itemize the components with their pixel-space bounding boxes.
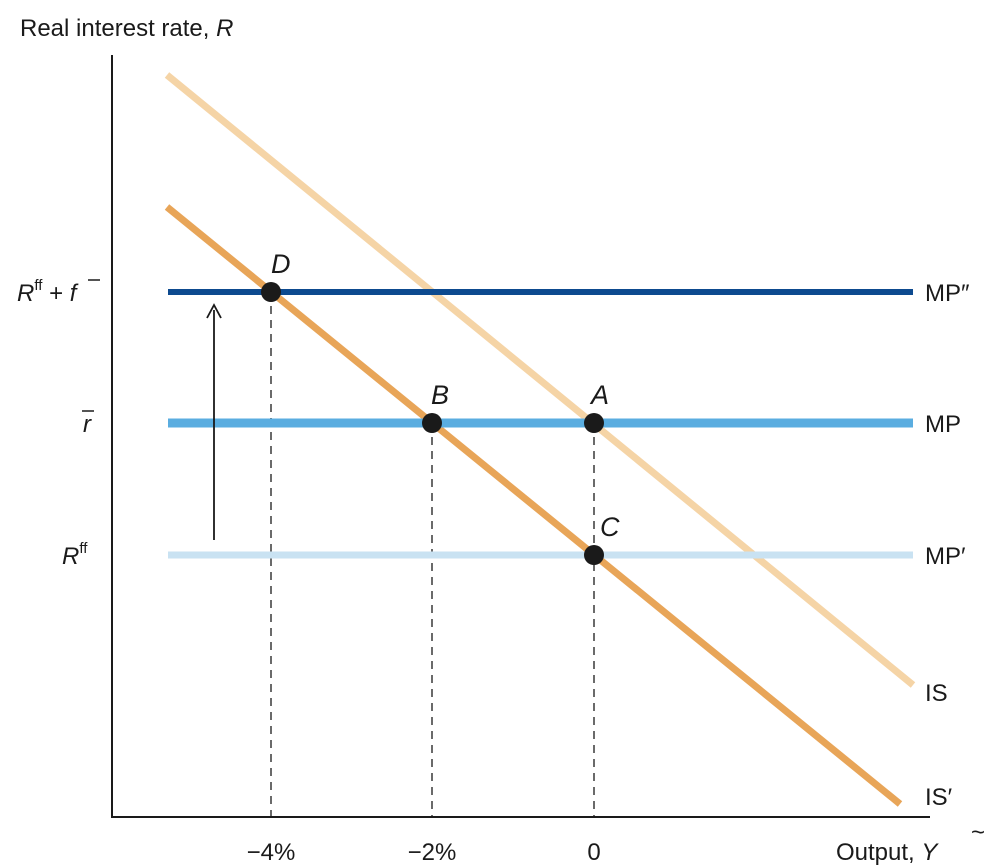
y-tick-lower: Rff (62, 540, 88, 570)
point-b (422, 413, 442, 433)
mp-low-label: MP′ (925, 543, 966, 570)
point-d-label: D (271, 249, 291, 279)
point-b-label: B (431, 380, 449, 410)
y-tick-upper: Rff + f (17, 277, 79, 307)
point-c-label: C (600, 512, 620, 542)
shift-arrow-head (206, 303, 222, 319)
x-tick-zero: 0 (587, 839, 600, 866)
x-tick-neg2: −2% (408, 839, 457, 866)
mp-label: MP (925, 411, 961, 438)
is-prime-label: IS′ (925, 784, 953, 811)
x-axis-title: Output, Y (836, 839, 939, 866)
is-curve (164, 72, 916, 688)
point-a-label: A (589, 380, 609, 410)
is-prime-curve (164, 204, 903, 807)
x-tick-neg4: −4% (247, 839, 296, 866)
x-axis-title-tilde: ~ (971, 819, 985, 846)
mp-high-label: MP″ (925, 280, 970, 307)
point-c (584, 545, 604, 565)
y-axis-title: Real interest rate, R (20, 15, 233, 42)
is-label: IS (925, 680, 948, 707)
y-tick-middle: r (83, 411, 92, 438)
point-d (261, 282, 281, 302)
point-a (584, 413, 604, 433)
